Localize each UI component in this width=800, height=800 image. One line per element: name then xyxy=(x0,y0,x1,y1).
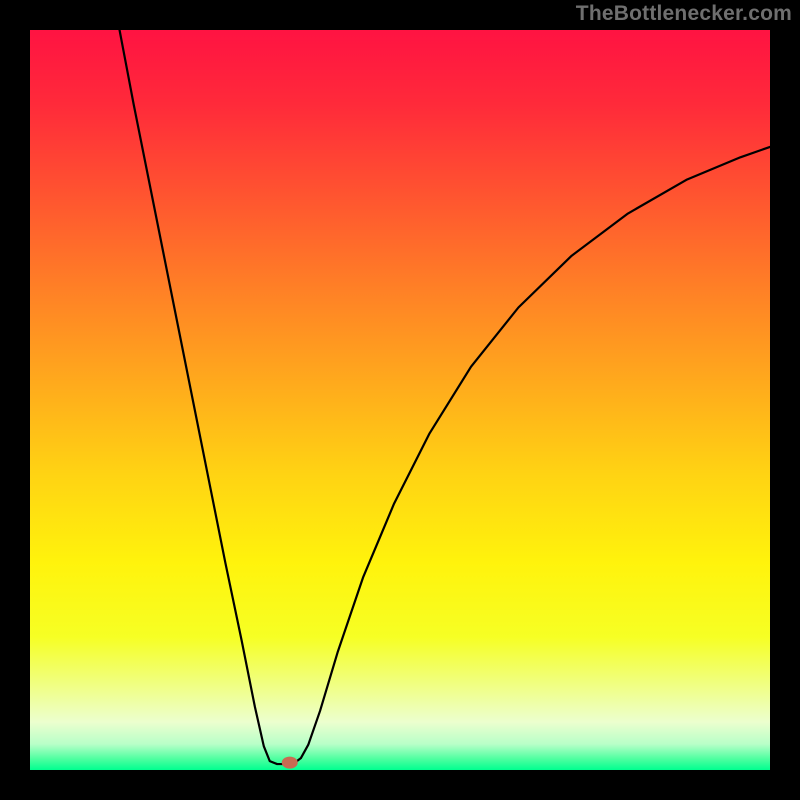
chart-frame: TheBottlenecker.com xyxy=(0,0,800,800)
watermark-text: TheBottlenecker.com xyxy=(576,2,792,26)
bottleneck-chart xyxy=(30,30,770,770)
optimal-point-marker xyxy=(282,757,298,769)
